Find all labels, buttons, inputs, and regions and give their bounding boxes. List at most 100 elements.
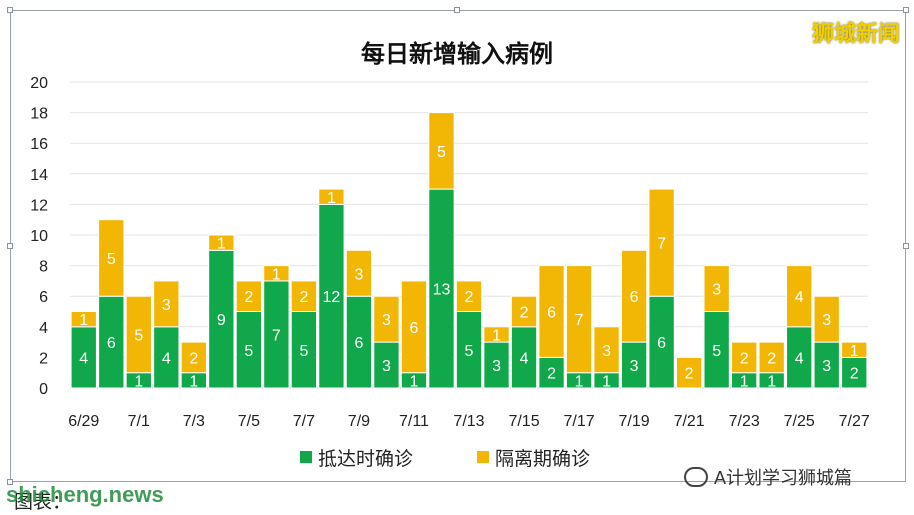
- data-label-arrival: 4: [795, 350, 804, 367]
- data-label-quarantine: 5: [437, 144, 446, 161]
- data-label-arrival: 4: [162, 350, 171, 367]
- data-label-arrival: 5: [712, 343, 721, 360]
- bar-segment-arrival: [786, 326, 813, 389]
- legend-item-quarantine: 隔离期确诊: [477, 444, 590, 471]
- y-tick-label: 6: [39, 289, 48, 306]
- data-label-quarantine: 2: [465, 289, 474, 306]
- brand-logo-text: 狮城新闻: [811, 21, 900, 46]
- data-label-arrival: 5: [299, 343, 308, 360]
- bar-segment-quarantine: [318, 188, 345, 205]
- data-label-quarantine: 5: [134, 327, 143, 344]
- data-label-arrival: 2: [547, 366, 556, 383]
- bar-segment-quarantine: [345, 249, 373, 297]
- bar-segment-quarantine: [428, 112, 455, 190]
- x-tick-label: 7/9: [348, 413, 370, 430]
- resize-handle-top-right[interactable]: [903, 7, 909, 13]
- data-label-arrival: 1: [410, 373, 419, 390]
- bar-segment-arrival: [483, 341, 510, 389]
- data-label-arrival: 3: [492, 358, 501, 375]
- data-label-arrival: 2: [850, 366, 859, 383]
- data-label-quarantine: 6: [547, 305, 556, 322]
- resize-handle-top[interactable]: [454, 7, 460, 13]
- data-label-quarantine: 1: [272, 266, 281, 283]
- bar-segment-quarantine: [565, 265, 593, 374]
- data-label-arrival: 6: [107, 335, 116, 352]
- data-label-quarantine: 1: [79, 312, 88, 329]
- data-label-arrival: 5: [465, 343, 474, 360]
- data-label-arrival: 13: [433, 282, 451, 299]
- x-tick-label: 7/23: [729, 413, 760, 430]
- data-label-quarantine: 2: [299, 289, 308, 306]
- data-label-quarantine: 3: [162, 297, 171, 314]
- bar-segment-quarantine: [153, 280, 180, 328]
- bar-segment-quarantine: [786, 265, 813, 328]
- wechat-icon: [684, 467, 708, 487]
- bar-segment-quarantine: [373, 295, 400, 343]
- bar-segment-quarantine: [125, 295, 152, 374]
- data-label-quarantine: 1: [492, 327, 501, 344]
- data-label-quarantine: 1: [327, 190, 336, 207]
- legend-swatch-quarantine: [477, 451, 490, 463]
- data-label-quarantine: 3: [354, 266, 363, 283]
- wechat-account: A计划学习狮城篇: [684, 464, 852, 490]
- y-tick-label: 2: [39, 350, 48, 367]
- bar-segment-arrival: [538, 356, 565, 389]
- bar-segment-arrival: [813, 341, 840, 389]
- x-tick-label: 7/17: [563, 413, 594, 430]
- x-tick-label: 7/13: [453, 413, 484, 430]
- bar-segment-quarantine: [538, 265, 565, 358]
- bar-segment-quarantine: [703, 265, 730, 313]
- bar-segment-quarantine: [208, 234, 235, 251]
- resize-handle-right[interactable]: [903, 243, 909, 249]
- chart-legend: 抵达时确诊 隔离期确诊: [300, 444, 590, 470]
- legend-item-arrival: 抵达时确诊: [300, 444, 413, 471]
- y-tick-label: 14: [30, 167, 48, 184]
- data-label-arrival: 4: [79, 350, 88, 367]
- y-tick-label: 12: [30, 197, 48, 214]
- data-label-quarantine: 7: [575, 312, 584, 329]
- resize-handle-bottom-left[interactable]: [7, 479, 13, 485]
- bar-segment-quarantine: [400, 280, 428, 374]
- x-tick-label: 7/5: [238, 413, 260, 430]
- bar-segment-arrival: [153, 326, 180, 389]
- bar-segment-arrival: [345, 295, 373, 389]
- x-tick-label: 7/3: [183, 413, 205, 430]
- bar-segment-quarantine: [180, 341, 207, 374]
- bar-segment-quarantine: [70, 311, 97, 328]
- data-label-arrival: 3: [822, 358, 831, 375]
- chart-frame: [10, 10, 906, 482]
- y-tick-label: 16: [30, 136, 48, 153]
- bar-segment-arrival: [235, 311, 263, 389]
- bar-segment-arrival: [648, 295, 675, 389]
- resize-handle-top-left[interactable]: [7, 7, 13, 13]
- data-label-quarantine: 3: [382, 312, 391, 329]
- data-label-arrival: 1: [740, 373, 749, 390]
- y-tick-label: 4: [39, 320, 48, 337]
- bar-segment-quarantine: [455, 280, 483, 312]
- data-label-arrival: 5: [244, 343, 253, 360]
- data-label-quarantine: 5: [107, 251, 116, 268]
- site-watermark: shicheng.news: [6, 482, 164, 507]
- bar-segment-quarantine: [290, 280, 318, 312]
- bar-segment-quarantine: [510, 295, 538, 328]
- data-label-arrival: 3: [382, 358, 391, 375]
- data-label-quarantine: 6: [630, 289, 639, 306]
- data-label-quarantine: 2: [685, 366, 694, 383]
- x-tick-label: 7/11: [399, 413, 429, 430]
- x-tick-label: 6/29: [68, 413, 99, 430]
- bar-segment-quarantine: [593, 326, 620, 374]
- x-tick-label: 7/1: [128, 413, 150, 430]
- y-tick-label: 18: [30, 106, 48, 123]
- bar-segment-arrival: [70, 326, 97, 389]
- x-tick-label: 7/27: [839, 413, 870, 430]
- legend-swatch-arrival: [300, 451, 312, 463]
- resize-handle-left[interactable]: [7, 243, 13, 249]
- legend-label-quarantine: 隔离期确诊: [495, 448, 591, 470]
- data-label-arrival: 12: [323, 289, 341, 306]
- data-label-quarantine: 3: [712, 282, 721, 299]
- data-label-quarantine: 7: [657, 236, 666, 253]
- x-tick-label: 7/25: [784, 413, 815, 430]
- y-tick-label: 0: [39, 381, 48, 398]
- data-label-quarantine: 1: [850, 343, 859, 360]
- bar-segment-arrival: [841, 356, 868, 389]
